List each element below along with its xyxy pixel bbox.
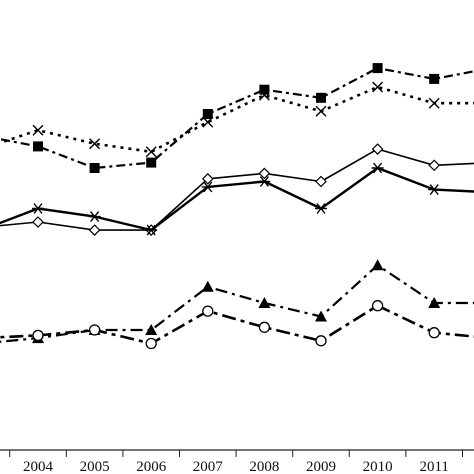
- data-point-diamond: [258, 167, 271, 180]
- series-layer: [0, 63, 474, 350]
- series-line: [0, 304, 474, 345]
- series-line: [0, 166, 474, 232]
- series-5: [0, 259, 474, 344]
- series-3: [0, 143, 474, 236]
- series-line: [0, 148, 474, 231]
- data-point-asterisk: [428, 184, 441, 196]
- data-point-cross: [258, 89, 270, 101]
- series-6: [0, 300, 474, 350]
- x-tick-label: 2007: [193, 459, 224, 474]
- series-2: [0, 81, 474, 158]
- series-line: [0, 67, 474, 170]
- x-tick-label: 2010: [363, 459, 393, 474]
- data-point-triangle: [258, 297, 271, 308]
- data-point-cross: [202, 116, 214, 128]
- data-point-cross: [315, 105, 327, 117]
- data-point-circle: [258, 321, 271, 333]
- x-tick-label: 2005: [80, 459, 110, 474]
- x-tick-label: 2011: [419, 459, 448, 474]
- data-point-asterisk: [32, 203, 44, 214]
- data-point-triangle: [371, 259, 384, 271]
- data-point-circle: [371, 300, 384, 312]
- data-point-square: [33, 141, 43, 152]
- data-point-diamond: [371, 143, 384, 155]
- data-point-diamond: [315, 175, 327, 188]
- data-point-diamond: [201, 172, 214, 185]
- data-point-cross: [32, 124, 44, 136]
- data-point-diamond: [428, 159, 441, 172]
- data-point-asterisk: [315, 203, 327, 214]
- x-axis: [0, 449, 474, 457]
- data-point-triangle: [315, 310, 327, 322]
- x-tick-label: 2004: [23, 459, 54, 474]
- data-point-asterisk: [201, 181, 214, 193]
- data-point-cross: [372, 81, 384, 93]
- data-point-asterisk: [145, 224, 158, 236]
- data-point-diamond: [88, 224, 101, 236]
- x-tick-label: 2006: [136, 459, 167, 474]
- series-line: [0, 85, 474, 154]
- data-point-circle: [145, 337, 157, 350]
- series-4: [0, 162, 474, 236]
- data-point-circle: [315, 335, 327, 347]
- data-point-square: [146, 157, 157, 168]
- data-point-cross: [145, 146, 157, 158]
- data-point-square: [372, 63, 383, 74]
- data-point-circle: [428, 327, 440, 339]
- data-point-square: [316, 92, 326, 103]
- data-point-triangle: [145, 324, 158, 335]
- data-point-square: [429, 73, 440, 84]
- data-point-cross: [89, 138, 101, 150]
- x-tick-labels: 2004 2005 2006 2007 2008 2009 2010 2011: [23, 459, 449, 474]
- data-point-square: [259, 84, 270, 95]
- data-point-circle: [88, 324, 101, 336]
- series-line: [0, 264, 474, 343]
- data-point-square: [202, 109, 213, 119]
- data-point-triangle: [428, 297, 441, 308]
- data-point-cross: [428, 97, 440, 109]
- data-point-square: [89, 163, 100, 173]
- data-point-circle: [202, 305, 214, 317]
- data-point-asterisk: [371, 162, 384, 174]
- data-point-asterisk: [88, 211, 101, 223]
- series-1: [0, 63, 474, 173]
- x-tick-label: 2008: [249, 459, 279, 474]
- data-point-triangle: [201, 280, 214, 292]
- data-point-circle: [32, 329, 44, 342]
- data-point-asterisk: [258, 176, 271, 187]
- x-tick-label: 2009: [306, 459, 336, 474]
- data-point-diamond: [32, 216, 44, 228]
